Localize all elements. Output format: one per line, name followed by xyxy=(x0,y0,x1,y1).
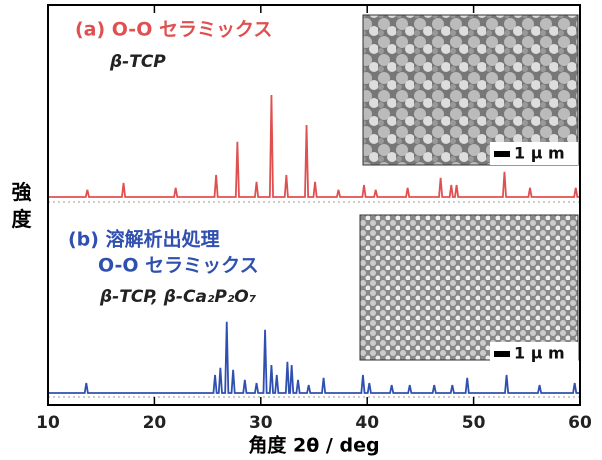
chart: 1 μ m 1 μ m (a) O-O セラミックス β-TCP (b) 溶解析… xyxy=(0,0,602,460)
sem-image xyxy=(360,215,578,360)
series-label: (b) 溶解析出処理 xyxy=(68,228,220,251)
scale-bar xyxy=(494,351,510,357)
series-label: O-O セラミックス xyxy=(98,255,259,277)
scale-label: 1 μ m xyxy=(514,144,565,163)
scale-bar xyxy=(494,151,510,157)
y-axis-label: 強 度 xyxy=(8,181,32,229)
x-tick-label: 30 xyxy=(249,413,273,433)
x-tick-label: 10 xyxy=(36,413,60,433)
x-tick-label: 60 xyxy=(568,413,592,433)
series-label: (a) O-O セラミックス xyxy=(75,19,272,41)
phase-label: β-TCP xyxy=(109,52,166,72)
phase-label: β-TCP, β-Ca₂P₂O₇ xyxy=(99,287,257,307)
x-tick-label: 50 xyxy=(462,413,486,433)
x-tick-label: 40 xyxy=(355,413,379,433)
scale-label: 1 μ m xyxy=(514,344,565,363)
x-axis-label: 角度 2θ / deg xyxy=(248,434,379,457)
x-tick-label: 20 xyxy=(143,413,167,433)
